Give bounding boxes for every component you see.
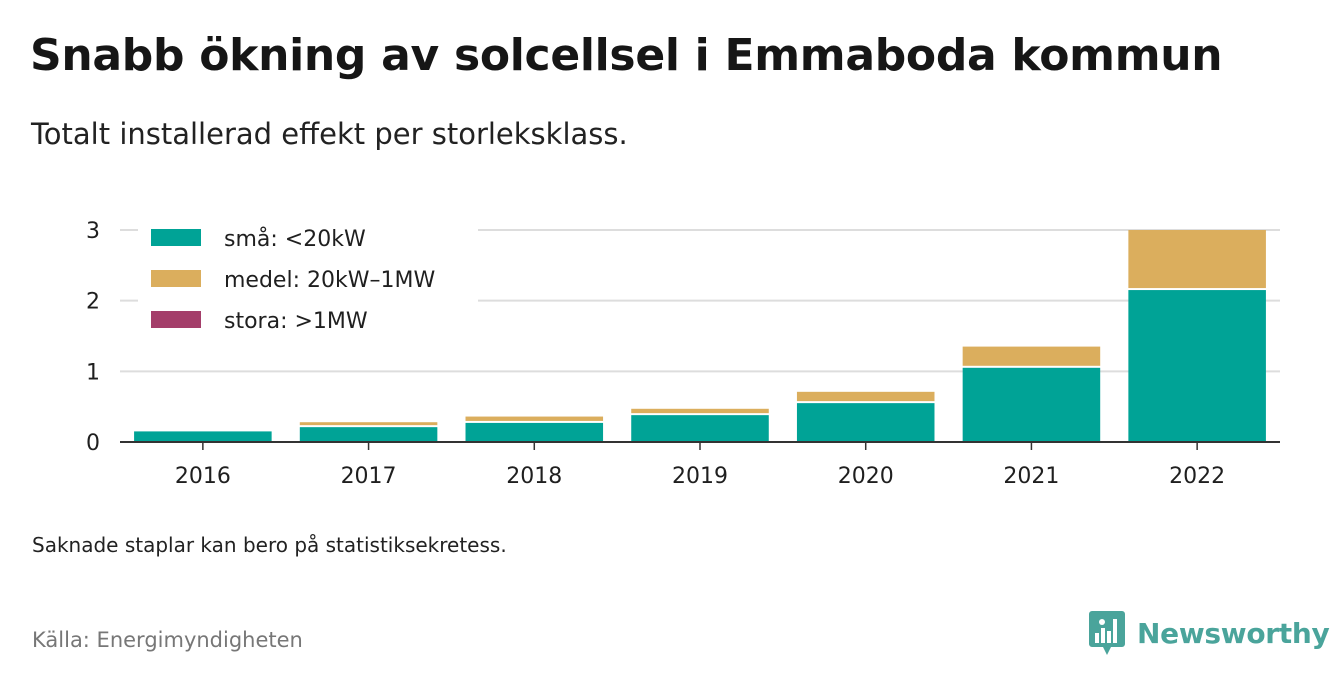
x-tick-label: 2022 [1169, 464, 1225, 489]
bar-2020-series-1 [796, 391, 935, 402]
bar-2017-series-0 [299, 427, 438, 442]
x-tick-label: 2021 [1003, 464, 1059, 489]
bars [134, 230, 1266, 442]
bar-2017-series-1 [299, 422, 438, 426]
x-tick-label: 2019 [672, 464, 728, 489]
y-tick-label: 3 [86, 219, 100, 244]
y-axis-ticks: 0 1 2 3 [86, 219, 100, 456]
x-tick-label: 2018 [506, 464, 562, 489]
x-tick-label: 2016 [175, 464, 231, 489]
bar-2022-series-0 [1128, 290, 1266, 442]
legend: små: <20kW medel: 20kW–1MW stora: >1MW [138, 218, 478, 344]
bar-2021-series-0 [962, 367, 1101, 442]
brand-logo: Newsworthy [1089, 611, 1330, 655]
bar-2018-series-1 [465, 416, 604, 421]
legend-swatch [151, 311, 201, 328]
legend-swatch [151, 229, 201, 246]
legend-swatch [151, 270, 201, 287]
bar-2020-series-0 [796, 403, 935, 442]
legend-label: små: <20kW [224, 226, 366, 252]
y-tick-label: 1 [86, 360, 100, 385]
stacked-bar-chart: 0 1 2 3 2016 2017 2018 2019 2020 2021 2022 små: <… [86, 218, 1280, 489]
newsworthy-logo-icon [1089, 611, 1125, 655]
x-axis-ticks: 2016 2017 2018 2019 2020 2021 2022 [175, 442, 1225, 489]
bar-2019-series-1 [631, 408, 769, 414]
bar-2021-series-1 [962, 346, 1101, 366]
legend-label: stora: >1MW [224, 309, 368, 334]
brand-name: Newsworthy [1137, 616, 1330, 650]
x-tick-label: 2017 [341, 464, 397, 489]
footnote: Saknade staplar kan bero på statistiksek… [32, 533, 507, 557]
bar-2016-series-0 [134, 431, 272, 442]
y-tick-label: 0 [86, 431, 100, 456]
x-tick-label: 2020 [838, 464, 894, 489]
bar-2018-series-0 [465, 422, 604, 442]
y-tick-label: 2 [86, 290, 100, 315]
bar-2022-series-1 [1128, 230, 1266, 289]
chart-subtitle: Totalt installerad effekt per storlekskl… [31, 117, 628, 151]
bar-2019-series-0 [631, 415, 769, 442]
chart-title: Snabb ökning av solcellsel i Emmaboda ko… [30, 30, 1223, 81]
legend-label: medel: 20kW–1MW [224, 268, 435, 293]
source-credit: Källa: Energimyndigheten [32, 628, 303, 652]
